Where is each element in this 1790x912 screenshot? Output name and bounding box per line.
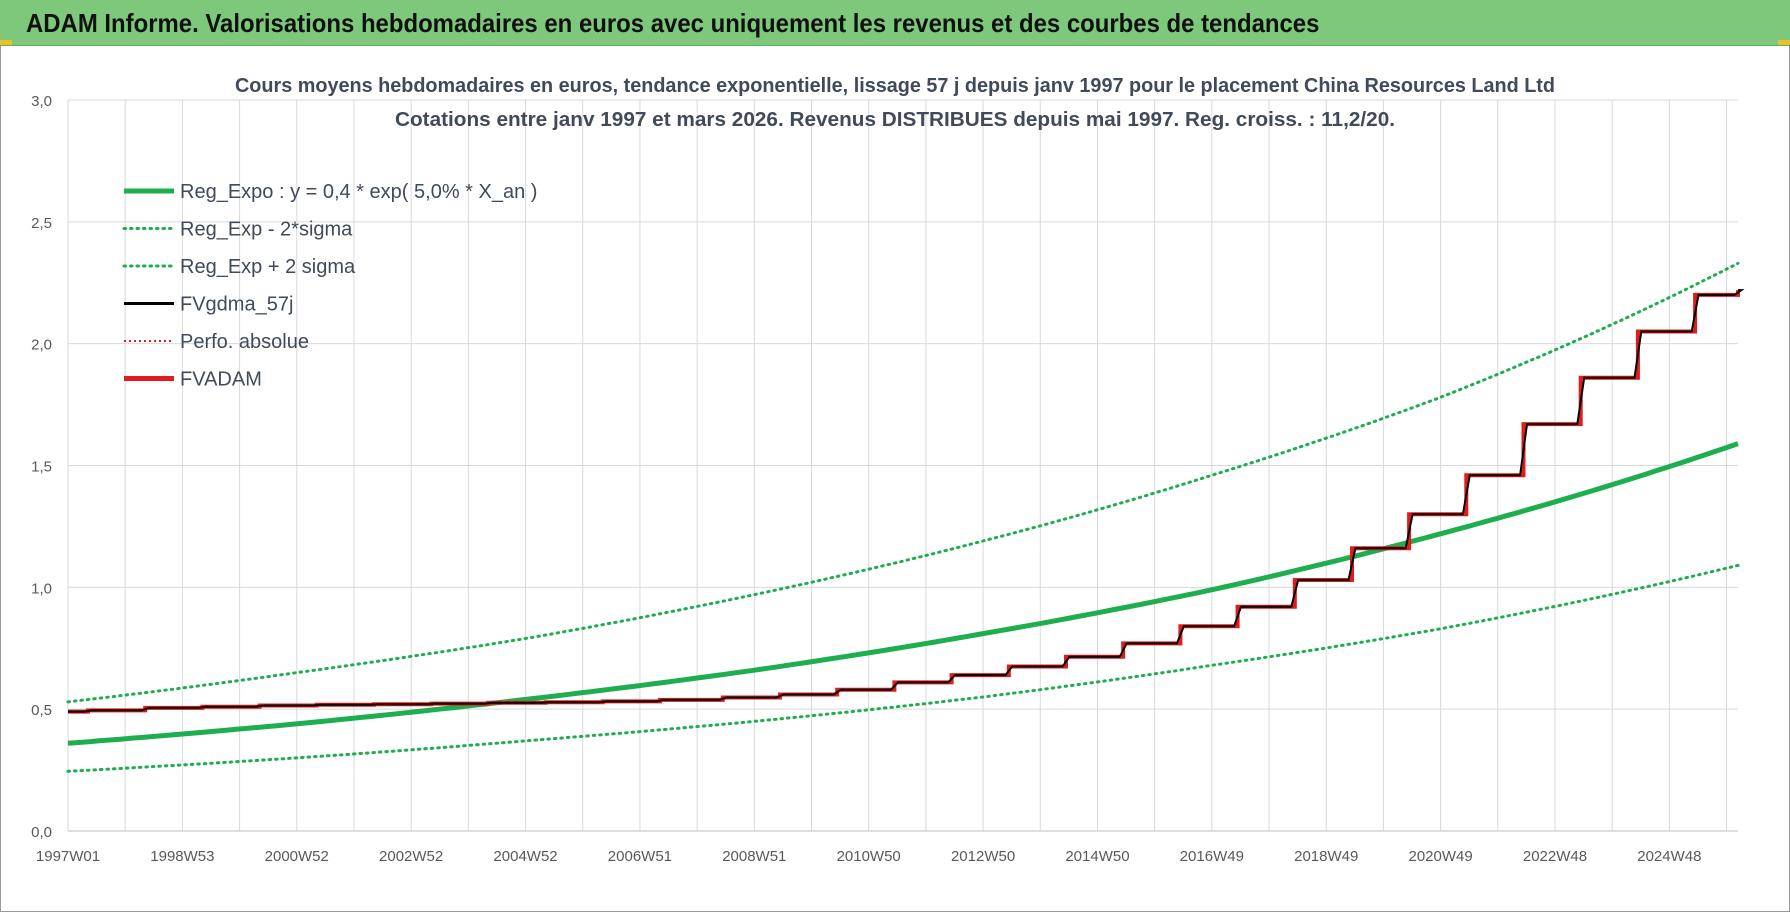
chart-title: Cours moyens hebdomadaires en euros, ten… bbox=[235, 75, 1555, 97]
chart-subtitle: Cotations entre janv 1997 et mars 2026. … bbox=[395, 109, 1395, 131]
series-fvgdma-57j bbox=[68, 289, 1745, 713]
x-tick-label: 2004W52 bbox=[493, 848, 557, 865]
x-tick-label: 2006W51 bbox=[608, 848, 672, 865]
legend-label: Reg_Exp - 2*sigma bbox=[180, 219, 353, 241]
x-tick-label: 2010W50 bbox=[837, 848, 901, 865]
y-tick-label: 1,5 bbox=[31, 459, 52, 476]
corner-marker bbox=[1778, 40, 1790, 45]
grid-layer bbox=[67, 99, 1738, 832]
x-tick-label: 2024W48 bbox=[1637, 848, 1701, 865]
legend-label: Perfo. absolue bbox=[180, 331, 309, 353]
x-tick-label: 2002W52 bbox=[379, 848, 443, 865]
y-tick-label: 0,0 bbox=[31, 824, 52, 841]
x-tick-label: 2008W51 bbox=[722, 848, 786, 865]
x-tick-label: 2012W50 bbox=[951, 848, 1015, 865]
corner-marker bbox=[0, 40, 12, 45]
x-tick-label: 2022W48 bbox=[1523, 848, 1587, 865]
x-tick-label: 2000W52 bbox=[265, 848, 329, 865]
y-tick-label: 1,0 bbox=[31, 580, 52, 597]
x-tick-label: 2020W49 bbox=[1408, 848, 1472, 865]
y-tick-label: 0,5 bbox=[31, 702, 52, 719]
x-tick-label: 2016W49 bbox=[1180, 848, 1244, 865]
x-tick-label: 1998W53 bbox=[150, 848, 214, 865]
series-layer bbox=[66, 261, 1745, 773]
y-tick-label: 2,0 bbox=[31, 337, 52, 354]
header-banner: ADAM Informe. Valorisations hebdomadaire… bbox=[0, 0, 1790, 46]
series-reg-exp-minus-2-sigma bbox=[66, 563, 1740, 773]
x-tick-label: 2014W50 bbox=[1065, 848, 1129, 865]
x-tick-label: 2018W49 bbox=[1294, 848, 1358, 865]
legend: Reg_Expo : y = 0,4 * exp( 5,0% * X_an ) R… bbox=[122, 181, 537, 391]
axis-layer: 0,0 0,5 1,0 1,5 2,0 2,5 3,0 1997W01 1998W53 2000W… bbox=[31, 93, 1738, 865]
legend-label: Reg_Expo : y = 0,4 * exp( 5,0% * X_an ) bbox=[180, 181, 537, 203]
page-title: ADAM Informe. Valorisations hebdomadaire… bbox=[26, 8, 1320, 38]
legend-label: FVgdma_57j bbox=[180, 294, 293, 316]
x-tick-label: 1997W01 bbox=[36, 848, 100, 865]
y-tick-label: 2,5 bbox=[31, 215, 52, 232]
y-tick-label: 3,0 bbox=[31, 93, 52, 110]
legend-label: Reg_Exp + 2 sigma bbox=[180, 256, 356, 278]
series-reg-expo bbox=[67, 441, 1739, 746]
legend-label: FVADAM bbox=[180, 369, 262, 391]
series-reg-exp-plus-2-sigma bbox=[66, 261, 1740, 704]
